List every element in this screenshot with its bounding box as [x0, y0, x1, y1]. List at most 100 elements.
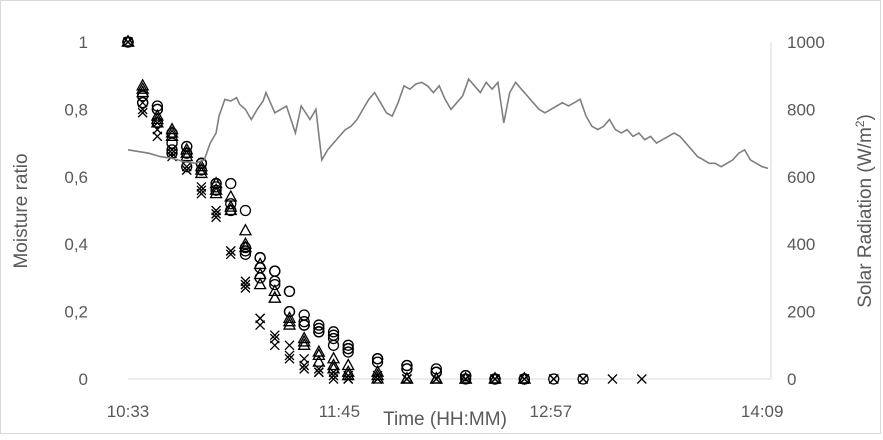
cross-marker [299, 363, 310, 374]
triangle-marker [268, 290, 282, 303]
cross-marker [343, 374, 354, 384]
y2-tick-label: 400 [787, 235, 815, 254]
circle-marker [577, 373, 589, 385]
triangle-marker [341, 358, 355, 371]
triangle-marker [268, 284, 282, 297]
triangle-marker [136, 85, 150, 98]
circle-marker [459, 369, 472, 382]
y2-axis-title: Solar Radiation (W/m2) [853, 114, 876, 308]
triangle-marker [224, 203, 238, 216]
cross-marker [284, 353, 295, 364]
cross-marker [328, 370, 339, 381]
cross-marker [196, 181, 207, 192]
cross-marker [343, 370, 354, 381]
triangle-marker [429, 371, 443, 384]
circle-marker [137, 97, 149, 109]
circle-marker [298, 319, 310, 331]
triangle-marker [194, 166, 209, 179]
triangle-marker [297, 337, 311, 350]
circle-marker [313, 319, 325, 331]
cross-marker [284, 350, 295, 361]
circle-marker [327, 339, 340, 351]
cross-marker [269, 340, 280, 351]
circle-marker [342, 339, 354, 351]
y-tick-label: 0,8 [64, 100, 88, 119]
y-tick-label: 0,6 [64, 168, 88, 187]
cross-marker [328, 374, 339, 384]
y2-axis-title-sup: 2 [853, 120, 867, 127]
cross-marker [137, 107, 148, 118]
cross-marker [137, 97, 148, 108]
cross-marker [167, 148, 178, 159]
triangle-marker [224, 199, 238, 212]
triangle-marker [297, 334, 311, 347]
circle-marker [239, 204, 252, 217]
y2-axis-title-end: ) [855, 114, 876, 120]
x-tick-label: 11:45 [319, 402, 360, 421]
triangle-marker [180, 149, 194, 162]
triangle-marker [136, 81, 150, 94]
circle-marker [166, 144, 178, 156]
cross-marker [372, 370, 383, 381]
circle-marker [269, 278, 281, 291]
triangle-marker [238, 236, 253, 249]
triangle-marker [180, 145, 194, 158]
circle-marker [430, 366, 442, 378]
triangle-marker [488, 371, 502, 384]
y2-tick-label: 1000 [787, 33, 825, 52]
triangle-marker [150, 108, 164, 121]
solar-radiation-line [127, 77, 769, 170]
circle-marker [313, 326, 325, 338]
cross-marker [255, 320, 266, 331]
triangle-marker [326, 351, 341, 364]
cross-marker [578, 374, 589, 384]
cross-marker [490, 374, 500, 384]
cross-marker [240, 276, 251, 287]
cross-marker [460, 374, 471, 384]
cross-marker [240, 279, 251, 290]
x-tick-label: 12:57 [530, 402, 573, 421]
cross-marker [225, 245, 236, 256]
triangle-marker [165, 122, 179, 135]
triangle-marker [165, 129, 179, 142]
triangle-marker [312, 344, 326, 357]
triangle-marker [297, 331, 311, 344]
cross-marker [372, 374, 383, 384]
circle-marker [269, 265, 281, 277]
triangle-marker [165, 125, 179, 138]
circle-marker [327, 326, 340, 338]
cross-marker [211, 205, 222, 216]
triangle-marker [400, 371, 414, 384]
circle-marker [342, 346, 354, 358]
circle-marker [298, 316, 310, 328]
triangle-marker [194, 159, 209, 172]
circle-marker [401, 359, 413, 372]
cross-marker [636, 374, 647, 384]
triangle-marker [312, 348, 326, 361]
triangle-marker [253, 277, 267, 290]
triangle-marker [180, 142, 194, 155]
x-axis-title: Time (HH:MM) [383, 409, 507, 430]
cross-marker [313, 367, 324, 378]
circle-marker [327, 332, 340, 345]
triangle-marker [136, 78, 150, 91]
circle-marker [342, 343, 354, 355]
cross-marker [299, 360, 310, 371]
cross-marker [181, 161, 192, 172]
triangle-marker [224, 189, 238, 202]
circle-marker [548, 373, 560, 385]
cross-marker [181, 165, 192, 176]
triangle-marker [517, 371, 531, 384]
triangle-marker [282, 314, 297, 327]
data-marks [121, 34, 769, 385]
cross-marker [211, 208, 222, 219]
triangle-marker [150, 115, 164, 128]
triangle-marker [282, 310, 297, 323]
axes: 0 0,2 0,4 0,6 0,8 1 0 200 400 600 800 1000 10:33 11:4… [64, 33, 824, 421]
circle-marker [225, 177, 237, 190]
cross-marker [607, 374, 618, 384]
cross-marker [196, 185, 207, 196]
y-tick-label: 0,2 [64, 303, 88, 322]
